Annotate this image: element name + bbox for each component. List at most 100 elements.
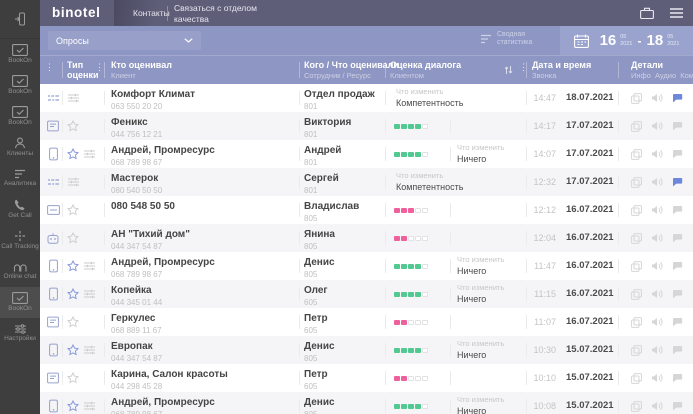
table-row[interactable]: Мастерок 080 540 50 50 Сергей 801 Что из… bbox=[40, 168, 693, 196]
info-icon[interactable] bbox=[631, 372, 642, 384]
audio-icon[interactable] bbox=[651, 233, 663, 243]
info-icon[interactable] bbox=[631, 400, 642, 412]
sidebar-item-getcall[interactable]: Get Call bbox=[0, 194, 40, 225]
comment-icon[interactable] bbox=[672, 317, 683, 327]
employee-name: Олег bbox=[304, 285, 328, 296]
sidebar-item-bookon[interactable]: BookOn bbox=[0, 101, 40, 132]
info-icon[interactable] bbox=[631, 204, 642, 216]
sidebar-item-calltracking[interactable]: Call Tracking bbox=[0, 225, 40, 256]
app-logo[interactable]: binotel bbox=[52, 5, 101, 20]
call-time: 10:30 bbox=[533, 345, 556, 355]
column-menu-icon[interactable]: ⋮ bbox=[95, 62, 104, 72]
rating-bar bbox=[394, 123, 428, 129]
audio-icon[interactable] bbox=[651, 205, 663, 215]
audio-icon[interactable] bbox=[651, 373, 663, 383]
clients-icon bbox=[14, 137, 26, 149]
comment-icon[interactable] bbox=[672, 233, 683, 243]
comment-icon[interactable] bbox=[672, 345, 683, 355]
comment-icon[interactable] bbox=[672, 373, 683, 383]
rating-type-icons bbox=[67, 177, 80, 187]
client-name: Мастерок bbox=[111, 173, 159, 184]
whom-cell: Андрей 801 bbox=[304, 146, 341, 167]
table-row[interactable]: Андрей, Промресурс 068 789 98 67 Денис 8… bbox=[40, 392, 693, 414]
info-icon[interactable] bbox=[631, 176, 642, 188]
comment-icon[interactable] bbox=[672, 149, 683, 159]
client-phone: 044 347 54 87 bbox=[111, 354, 163, 363]
table-row[interactable]: Андрей, Промресурс 068 789 98 67 Андрей … bbox=[40, 140, 693, 168]
call-date: 16.07.2021 bbox=[566, 232, 614, 243]
table-row[interactable]: Комфорт Климат 063 550 20 20 Отдел прода… bbox=[40, 84, 693, 112]
table-row[interactable]: Геркулес 068 889 11 67 Петр 605 11:07 16… bbox=[40, 308, 693, 336]
table-row[interactable]: 080 548 50 50 Владислав 805 12:12 16.07.… bbox=[40, 196, 693, 224]
audio-icon[interactable] bbox=[651, 289, 663, 299]
who-cell: Геркулес 068 889 11 67 bbox=[111, 314, 162, 335]
calendar-icon bbox=[573, 34, 589, 48]
info-icon[interactable] bbox=[631, 92, 642, 104]
info-icon[interactable] bbox=[631, 148, 642, 160]
info-icon[interactable] bbox=[631, 288, 642, 300]
menu-icon[interactable] bbox=[670, 8, 683, 18]
audio-icon[interactable] bbox=[651, 149, 663, 159]
info-icon[interactable] bbox=[631, 260, 642, 272]
card-icon bbox=[45, 205, 61, 215]
employee-ext: 805 bbox=[304, 354, 318, 363]
briefcase-icon[interactable] bbox=[640, 7, 654, 19]
date-range-picker[interactable]: 16 05 2021 - 18 05 2021 bbox=[560, 26, 693, 55]
info-icon[interactable] bbox=[631, 344, 642, 356]
info-icon[interactable] bbox=[631, 120, 642, 132]
comment-icon[interactable] bbox=[672, 121, 683, 131]
table-row[interactable]: Европак 044 347 54 87 Денис 805 Что изме… bbox=[40, 336, 693, 364]
audio-icon[interactable] bbox=[651, 345, 663, 355]
sliders-icon bbox=[83, 261, 96, 271]
audio-icon[interactable] bbox=[651, 401, 663, 411]
client-name: Комфорт Климат bbox=[111, 89, 196, 100]
comment-icon[interactable] bbox=[672, 93, 683, 103]
table-row[interactable]: АН "Тихий дом" 044 347 54 87 Янина 805 1… bbox=[40, 224, 693, 252]
comment-icon[interactable] bbox=[672, 401, 683, 411]
column-menu-icon[interactable]: ⋮ bbox=[519, 62, 528, 72]
sort-icon[interactable] bbox=[504, 65, 513, 75]
date-from-month-year: 05 2021 bbox=[620, 34, 633, 47]
mobile-icon bbox=[45, 343, 61, 357]
info-icon[interactable] bbox=[631, 316, 642, 328]
column-menu-icon[interactable]: ⋮ bbox=[45, 62, 54, 72]
comment-icon[interactable] bbox=[672, 261, 683, 271]
sidebar-item-bookon[interactable]: BookOn bbox=[0, 39, 40, 70]
star-icon bbox=[67, 288, 79, 300]
rating-bar bbox=[394, 375, 428, 381]
comment-icon[interactable] bbox=[672, 289, 683, 299]
rating-bar bbox=[394, 347, 428, 353]
sidebar-item-bookon[interactable]: BookOn bbox=[0, 287, 40, 318]
table-row[interactable]: Копейка 044 345 01 44 Олег 605 Что измен… bbox=[40, 280, 693, 308]
comment-icon[interactable] bbox=[672, 205, 683, 215]
sidebar-item-analytics[interactable]: Аналитика bbox=[0, 163, 40, 194]
client-name: Геркулес bbox=[111, 313, 156, 324]
who-cell: Андрей, Промресурс 068 789 98 67 bbox=[111, 258, 215, 279]
table-row[interactable]: Андрей, Промресурс 068 789 98 67 Денис 8… bbox=[40, 252, 693, 280]
employee-name: Денис bbox=[304, 341, 335, 352]
sidebar-item-settings[interactable]: Настройки bbox=[0, 318, 40, 349]
sidebar-item-onlinechat[interactable]: Online chat bbox=[0, 256, 40, 287]
nav-quality-dept[interactable]: Связаться с отделом качества bbox=[174, 3, 257, 24]
call-date: 18.07.2021 bbox=[566, 92, 614, 103]
audio-icon[interactable] bbox=[651, 317, 663, 327]
nav-contacts[interactable]: Контакты bbox=[133, 8, 170, 18]
summary-stats-button[interactable]: Сводная статистика bbox=[480, 31, 543, 48]
comment-icon[interactable] bbox=[672, 177, 683, 187]
audio-icon[interactable] bbox=[651, 261, 663, 271]
call-time: 12:12 bbox=[533, 205, 556, 215]
audio-icon[interactable] bbox=[651, 93, 663, 103]
sidebar-item-clients[interactable]: Клиенты bbox=[0, 132, 40, 163]
details-icons bbox=[631, 280, 683, 308]
employee-ext: 805 bbox=[304, 242, 318, 251]
sidebar-item-dock[interactable] bbox=[0, 0, 40, 39]
surveys-dropdown[interactable]: Опросы bbox=[48, 31, 201, 50]
info-icon[interactable] bbox=[631, 232, 642, 244]
audio-icon[interactable] bbox=[651, 177, 663, 187]
client-phone: 044 756 12 21 bbox=[111, 130, 163, 139]
audio-icon[interactable] bbox=[651, 121, 663, 131]
sidebar-item-bookon[interactable]: BookOn bbox=[0, 70, 40, 101]
table-row[interactable]: Феникс 044 756 12 21 Виктория 801 14:17 … bbox=[40, 112, 693, 140]
table-row[interactable]: Карина, Салон красоты 044 298 45 28 Петр… bbox=[40, 364, 693, 392]
whom-cell: Петр 605 bbox=[304, 314, 328, 335]
